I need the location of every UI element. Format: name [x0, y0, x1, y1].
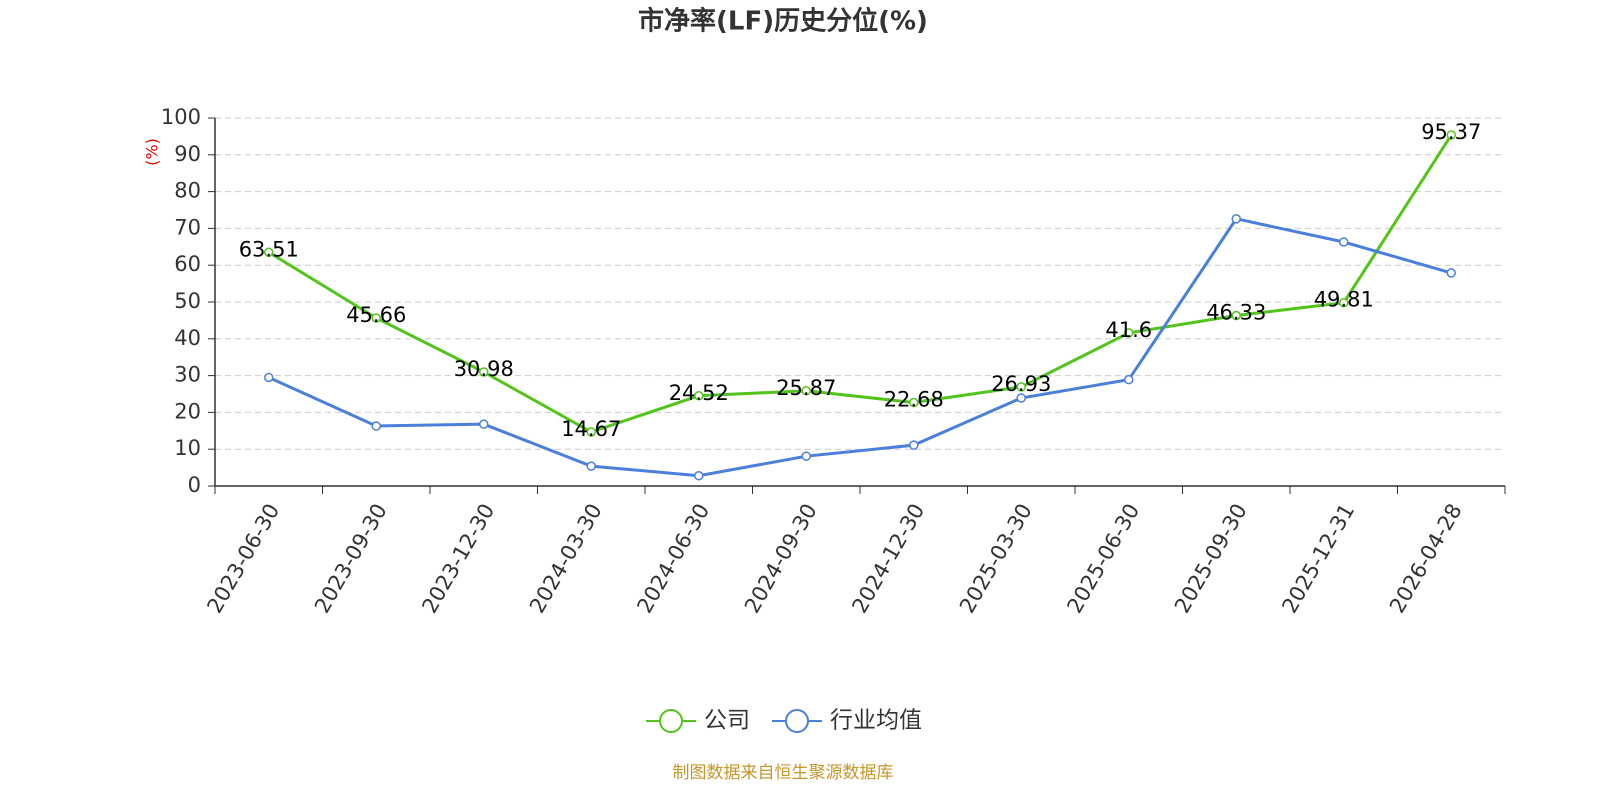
x-tick-label: 2025-12-31: [1277, 500, 1359, 618]
source-note: 制图数据来自恒生聚源数据库: [673, 763, 894, 783]
y-tick-label: 50: [174, 289, 201, 313]
data-point: [1016, 382, 1026, 392]
data-point: [694, 391, 704, 401]
y-axis-label: (%): [143, 138, 162, 166]
y-tick-label: 70: [174, 215, 201, 239]
data-label: 22.68: [884, 388, 944, 412]
x-tick-label: 2025-09-30: [1170, 500, 1252, 618]
data-label: 25.87: [776, 376, 836, 400]
y-tick-label: 0: [188, 473, 201, 497]
data-point: [371, 313, 381, 323]
x-tick-label: 2024-09-30: [740, 500, 822, 618]
y-tick-label: 100: [161, 105, 201, 129]
data-point: [586, 461, 596, 471]
x-tick-label: 2024-12-30: [847, 500, 929, 618]
y-tick-label: 40: [174, 326, 201, 350]
x-tick-label: 2025-03-30: [955, 500, 1037, 618]
data-label: 46.33: [1206, 301, 1266, 325]
data-point: [264, 247, 274, 258]
legend-marker: [659, 709, 683, 733]
data-point: [1016, 393, 1026, 403]
data-point: [909, 397, 919, 408]
legend-label: 行业均值: [830, 708, 922, 734]
data-point: [801, 386, 811, 396]
y-tick-label: 10: [174, 436, 201, 460]
x-tick-label: 2024-03-30: [525, 500, 607, 618]
x-tick-label: 2023-06-30: [202, 500, 284, 618]
chart-title: 市净率(LF)历史分位(%): [638, 6, 928, 37]
data-label: 63.51: [239, 237, 299, 261]
data-label: 49.81: [1314, 288, 1374, 312]
legend-label: 公司: [704, 708, 750, 734]
y-tick-label: 80: [174, 179, 201, 203]
series-line: [267, 134, 1453, 434]
data-label: 24.52: [669, 381, 729, 405]
y-tick-label: 30: [174, 363, 201, 387]
data-label: 45.66: [346, 303, 406, 327]
x-tick-label: 2026-04-28: [1385, 500, 1467, 618]
data-point: [371, 421, 381, 431]
data-point: [586, 427, 596, 437]
data-point: [1446, 130, 1456, 140]
data-point: [909, 440, 919, 450]
data-label: 14.67: [561, 417, 621, 441]
data-point: [694, 470, 704, 481]
data-point: [1124, 374, 1134, 385]
y-tick-label: 60: [174, 252, 201, 276]
data-point: [1231, 214, 1241, 224]
data-point: [1124, 328, 1134, 338]
data-label: 30.98: [454, 357, 514, 381]
data-point: [264, 372, 274, 383]
x-tick-label: 2025-06-30: [1062, 500, 1144, 618]
y-tick-label: 90: [174, 142, 201, 166]
series-line: [268, 217, 1452, 478]
data-label: 26.93: [991, 372, 1051, 396]
data-point: [801, 451, 811, 461]
data-label: 95.37: [1421, 120, 1481, 144]
y-tick-label: 20: [174, 399, 201, 423]
x-tick-label: 2024-06-30: [632, 500, 714, 618]
data-point: [1231, 310, 1241, 321]
x-tick-label: 2023-12-30: [417, 500, 499, 618]
data-point: [1339, 237, 1349, 247]
data-point: [1446, 268, 1456, 278]
data-point: [1339, 297, 1349, 308]
data-point: [479, 419, 489, 429]
data-label: 41.6: [1105, 318, 1152, 342]
legend-marker: [785, 709, 809, 733]
data-point: [479, 367, 489, 377]
x-tick-label: 2023-09-30: [310, 500, 392, 618]
